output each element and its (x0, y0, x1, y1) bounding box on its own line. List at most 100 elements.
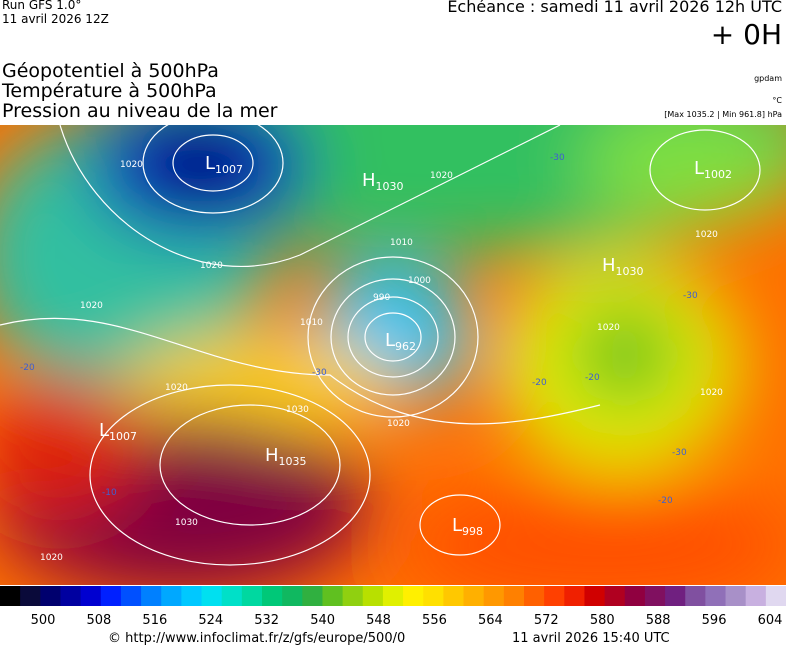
echeance: Echéance : samedi 11 avril 2026 12h UTC (447, 0, 782, 16)
center-letter: L (694, 158, 704, 179)
pressure-center: L1007 (205, 153, 243, 176)
run-date: 11 avril 2026 12Z (2, 12, 109, 26)
pressure-center: H1030 (362, 170, 404, 193)
colorbar-segment (584, 586, 606, 606)
colorbar-segment (403, 586, 424, 606)
footer-url: © http://www.infoclimat.fr/z/gfs/europe/… (108, 631, 406, 646)
isobar-label: 1030 (175, 518, 198, 528)
footer-date: 11 avril 2026 15:40 UTC (512, 631, 670, 646)
isobar-label: 1020 (597, 323, 620, 333)
colorbar-segment (382, 586, 404, 606)
colorbar-label: 564 (478, 613, 503, 628)
colorbar-segment (342, 586, 364, 606)
center-letter: H (362, 170, 376, 191)
isobar-label: 1030 (286, 405, 309, 415)
isobar-label: 1010 (390, 238, 413, 248)
colorbar-label: 580 (590, 613, 615, 628)
colorbar-segment (685, 586, 706, 606)
colorbar-label: 572 (534, 613, 559, 628)
colorbar-segment (221, 586, 243, 606)
pressure-center: L1002 (694, 158, 732, 181)
isobar-label: 1020 (120, 160, 143, 170)
colorbar-segment (0, 586, 21, 606)
pressure-center: L1007 (99, 420, 137, 443)
colorbar-segment (503, 586, 525, 606)
colorbar-segment (80, 586, 102, 606)
isobar-label: 1020 (700, 388, 723, 398)
colorbar-label: 524 (198, 613, 223, 628)
colorbar-label: 596 (702, 613, 727, 628)
temperature-label: -30 (312, 368, 327, 378)
colorbar-segment (40, 586, 61, 606)
field: Pression au niveau de la mer (2, 100, 278, 122)
center-value: 1035 (279, 455, 307, 468)
colorbar-segment (362, 586, 384, 606)
colorbar-label: 508 (87, 613, 112, 628)
isobar-label: 1020 (430, 171, 453, 181)
center-value: 1007 (215, 163, 243, 176)
colorbar-segment (120, 586, 142, 606)
colorbar-segment (624, 586, 646, 606)
lead-time: + 0H (710, 18, 782, 51)
colorbar-label: 548 (366, 613, 391, 628)
isobar-label: 1020 (200, 261, 223, 271)
colorbar-segment (524, 586, 545, 606)
colorbar-segment (201, 586, 223, 606)
colorbar-segment (725, 586, 747, 606)
colorbar-segment (100, 586, 122, 606)
colorbar-segment (161, 586, 182, 606)
colorbar: 500 508 516 524 532 540 548 556 564 572 580 588 596 6… (0, 586, 786, 628)
colorbar-segment (181, 586, 203, 606)
run: Run GFS 1.0° (2, 0, 82, 12)
isobar-label: 1020 (695, 230, 718, 240)
isobar-label: 1000 (408, 276, 431, 286)
colorbar-segment (443, 586, 465, 606)
isobar-label: 1010 (300, 318, 323, 328)
colorbar-label: 540 (310, 613, 335, 628)
field: Géopotentiel à 500hPa (2, 60, 219, 82)
center-letter: L (385, 330, 395, 351)
center-value: 1002 (704, 168, 732, 181)
colorbar-segment (423, 586, 444, 606)
pressure-range: [Max 1035.2 | Min 961.8] hPa (664, 110, 782, 119)
colorbar-segment (604, 586, 626, 606)
center-letter: H (265, 445, 279, 466)
temperature-label: -30 (550, 153, 565, 163)
temperature-label: -20 (658, 496, 673, 506)
temperature-label: -30 (683, 291, 698, 301)
temperature-label: -20 (585, 373, 600, 383)
center-letter: H (602, 255, 616, 276)
center-value: 1007 (109, 430, 137, 443)
center-value: 962 (395, 340, 416, 353)
center-letter: L (205, 153, 215, 174)
colorbar-segment (302, 586, 323, 606)
pressure-center: L962 (385, 330, 416, 353)
isobar-label: 1020 (165, 383, 188, 393)
colorbar-label: 604 (758, 613, 783, 628)
colorbar-segment (60, 586, 82, 606)
isobars (0, 125, 761, 566)
colorbar-segment (745, 586, 767, 606)
map: L1007H1030L1002H1030L962L1007H1035L99810… (0, 125, 786, 585)
center-value: 1030 (616, 265, 644, 278)
colorbar-label: 500 (31, 613, 56, 628)
temperature-label: -10 (102, 488, 117, 498)
isobar-label: 1020 (387, 419, 410, 429)
colorbar-segment (463, 586, 485, 606)
colorbar-segment (141, 586, 162, 606)
temperature-label: -20 (532, 378, 547, 388)
colorbar-segment (705, 586, 727, 606)
colorbar-segment (483, 586, 505, 606)
colorbar-segment (544, 586, 565, 606)
isobar-label: 1020 (40, 553, 63, 563)
colorbar-segment (644, 586, 666, 606)
temperature-label: -20 (20, 363, 35, 373)
colorbar-segment (322, 586, 344, 606)
center-value: 1030 (376, 180, 404, 193)
isobar-label: 990 (373, 293, 390, 303)
colorbar-segment (282, 586, 303, 606)
unit: °C (772, 96, 782, 105)
field-background (0, 125, 786, 585)
colorbar-label: 532 (254, 613, 279, 628)
